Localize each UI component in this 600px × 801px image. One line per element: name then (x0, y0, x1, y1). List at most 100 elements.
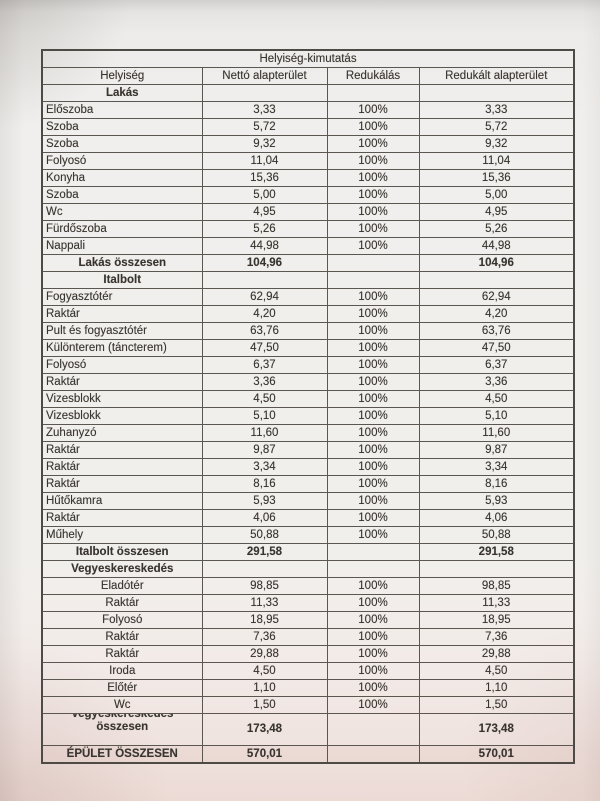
grand-total-reduced-cell: 570,01 (418, 745, 575, 764)
net-area-cell: 3,34 (201, 458, 328, 476)
table-title: Helyiség-kimutatás (41, 49, 575, 68)
reduced-area-cell: 15,36 (418, 169, 575, 187)
room-name-cell: Előszoba (41, 101, 203, 119)
net-area-cell: 18,95 (201, 611, 328, 629)
empty-cell (201, 271, 328, 289)
reduction-cell: 100% (326, 237, 420, 255)
reduction-cell: 100% (326, 373, 420, 391)
reduction-cell: 100% (326, 356, 420, 374)
reduction-cell: 100% (326, 288, 420, 306)
reduction-cell: 100% (326, 322, 420, 340)
section-total-label-clipped: Vegyeskereskedés összesen (71, 714, 174, 734)
room-name-cell: Raktár (41, 645, 203, 663)
table-row: Pult és fogyasztótér 63,76 100% 63,76 (41, 322, 575, 340)
net-area-cell: 4,50 (201, 662, 328, 680)
table-row: Raktár 4,06 100% 4,06 (41, 509, 575, 527)
room-name-cell: Műhely (41, 526, 203, 544)
empty-cell (418, 84, 575, 102)
table-row: Konyha 15,36 100% 15,36 (41, 169, 575, 187)
net-area-cell: 5,72 (201, 118, 328, 136)
room-area-table: Helyiség-kimutatás Helyiség Nettó alapte… (41, 49, 576, 764)
reduced-area-cell: 62,94 (418, 288, 575, 306)
table-row: Raktár 3,34 100% 3,34 (41, 458, 575, 476)
table-row: Hűtőkamra 5,93 100% 5,93 (41, 492, 575, 510)
section-header-row: Lakás (41, 84, 575, 102)
total-net-cell: 104,96 (201, 254, 328, 272)
room-name-cell: Wc (41, 203, 203, 221)
net-area-cell: 63,76 (201, 322, 328, 340)
net-area-cell: 47,50 (201, 339, 328, 357)
table-row: Fogyasztótér 62,94 100% 62,94 (41, 288, 575, 306)
section-total-row: Vegyeskereskedés összesen 173,48 173,48 (41, 713, 575, 746)
grand-total-net-cell: 570,01 (201, 745, 328, 764)
reduced-area-cell: 5,93 (418, 492, 575, 510)
net-area-cell: 11,04 (201, 152, 328, 170)
net-area-cell: 1,50 (201, 696, 328, 714)
reduced-area-cell: 29,88 (418, 645, 575, 663)
reduction-cell: 100% (326, 203, 420, 221)
reduced-area-cell: 5,72 (418, 118, 575, 136)
reduced-area-cell: 18,95 (418, 611, 575, 629)
section-header-row: Italbolt (41, 271, 575, 289)
reduced-area-cell: 4,50 (418, 390, 575, 408)
room-name-cell: Hűtőkamra (41, 492, 203, 510)
col-header-net-area: Nettó alapterület (201, 67, 328, 85)
grand-total-label-cell: ÉPÜLET ÖSSZESEN (41, 745, 203, 764)
net-area-cell: 3,36 (201, 373, 328, 391)
reduced-area-cell: 4,95 (418, 203, 575, 221)
table-row: Eladótér 98,85 100% 98,85 (41, 577, 575, 595)
room-name-cell: Szoba (41, 135, 203, 153)
room-name-cell: Raktár (41, 628, 203, 646)
table-title-row: Helyiség-kimutatás (41, 49, 575, 68)
reduced-area-cell: 8,16 (418, 475, 575, 493)
reduced-area-cell: 5,10 (418, 407, 575, 425)
room-name-cell: Pult és fogyasztótér (41, 322, 203, 340)
net-area-cell: 29,88 (201, 645, 328, 663)
reduction-cell: 100% (326, 101, 420, 119)
room-name-cell: Folyosó (41, 356, 203, 374)
reduced-area-cell: 4,50 (418, 662, 575, 680)
reduced-area-cell: 47,50 (418, 339, 575, 357)
table-row: Vizesblokk 5,10 100% 5,10 (41, 407, 575, 425)
reduction-cell: 100% (326, 492, 420, 510)
reduced-area-cell: 11,60 (418, 424, 575, 442)
reduction-cell: 100% (326, 577, 420, 595)
reduction-cell: 100% (326, 424, 420, 442)
room-name-cell: Fürdőszoba (41, 220, 203, 238)
table-row: Raktár 9,87 100% 9,87 (41, 441, 575, 459)
room-name-cell: Konyha (41, 169, 203, 187)
table-row: Folyosó 11,04 100% 11,04 (41, 152, 575, 170)
room-name-cell: Folyosó (41, 152, 203, 170)
reduction-cell: 100% (326, 339, 420, 357)
empty-cell (326, 84, 420, 102)
table-row: Raktár 4,20 100% 4,20 (41, 305, 575, 323)
empty-cell (326, 271, 420, 289)
room-name-cell: Szoba (41, 118, 203, 136)
table-row: Iroda 4,50 100% 4,50 (41, 662, 575, 680)
empty-cell (201, 84, 328, 102)
net-area-cell: 8,16 (201, 475, 328, 493)
table-row: Zuhanyzó 11,60 100% 11,60 (41, 424, 575, 442)
table-row: Raktár 29,88 100% 29,88 (41, 645, 575, 663)
net-area-cell: 4,06 (201, 509, 328, 527)
room-name-cell: Vizesblokk (41, 407, 203, 425)
net-area-cell: 5,00 (201, 186, 328, 204)
reduced-area-cell: 3,33 (418, 101, 575, 119)
table-row: Folyosó 6,37 100% 6,37 (41, 356, 575, 374)
net-area-cell: 4,20 (201, 305, 328, 323)
section-header-row: Vegyeskereskedés (41, 560, 575, 578)
table-row: Nappali 44,98 100% 44,98 (41, 237, 575, 255)
reduced-area-cell: 5,00 (418, 186, 575, 204)
total-net-cell: 291,58 (201, 543, 328, 561)
table-row: Szoba 5,00 100% 5,00 (41, 186, 575, 204)
col-header-room: Helyiség (41, 67, 203, 85)
net-area-cell: 9,87 (201, 441, 328, 459)
section-total-label-cell: Lakás összesen (41, 254, 203, 272)
room-name-cell: Különterem (táncterem) (41, 339, 203, 357)
reduction-cell: 100% (326, 441, 420, 459)
table-row: Előtér 1,10 100% 1,10 (41, 679, 575, 697)
table-row: Raktár 7,36 100% 7,36 (41, 628, 575, 646)
room-name-cell: Nappali (41, 237, 203, 255)
section-name-cell: Italbolt (41, 271, 203, 289)
net-area-cell: 5,26 (201, 220, 328, 238)
